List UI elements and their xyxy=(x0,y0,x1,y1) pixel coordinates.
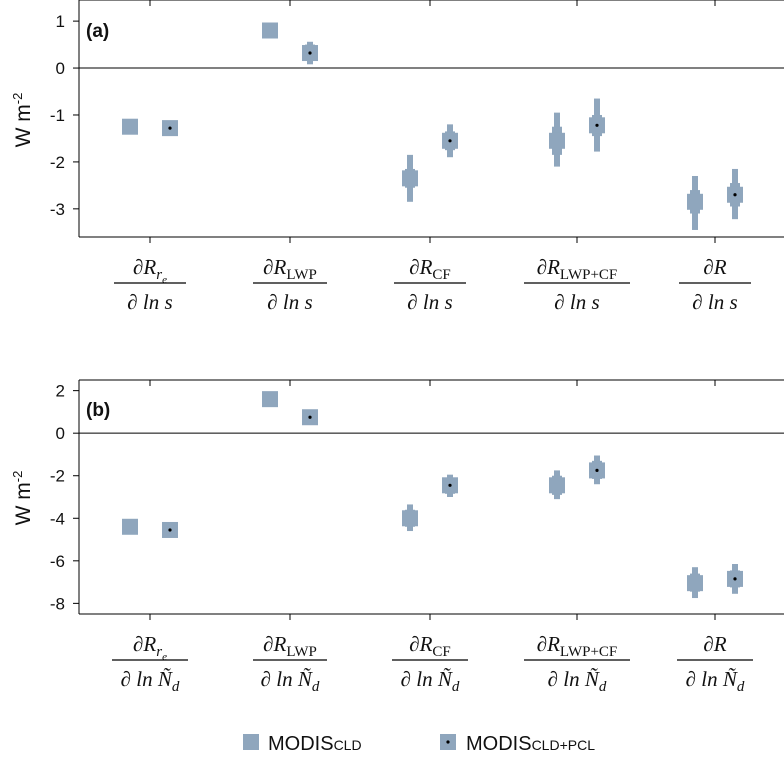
x-label-denominator: ∂ ln s xyxy=(554,290,599,314)
panel-b-label: (b) xyxy=(86,400,110,421)
x-label-numerator: ∂RLWP+CF xyxy=(537,255,618,283)
data-point-dot xyxy=(308,415,312,419)
data-point-modis-cld xyxy=(122,518,138,535)
panel-a-label: (a) xyxy=(86,21,109,42)
legend-marker-modis-cld xyxy=(243,734,259,750)
panel-b-axes: 2 0 -2 -4 -6 -8 xyxy=(50,379,784,620)
data-point-dot xyxy=(733,193,737,197)
data-point-modis-cld xyxy=(262,22,278,39)
data-point-modis-cld xyxy=(549,477,565,494)
y-tick-label: -1 xyxy=(50,106,65,125)
x-category-label: ∂RCF ∂ ln Ñd xyxy=(392,632,468,695)
x-label-numerator: ∂RCF xyxy=(409,255,451,283)
panel-a-marks xyxy=(122,22,743,230)
x-label-denominator: ∂ ln Ñd xyxy=(686,667,745,695)
data-point-modis-cld xyxy=(122,118,138,135)
legend-marker-dot xyxy=(446,740,450,744)
legend-label-modis-cld: MODISCLD xyxy=(268,733,362,755)
data-point-dot xyxy=(308,51,312,55)
panel-a-x-labels: ∂Rre∂ ln s∂RLWP∂ ln s∂RCF∂ ln s∂RLWP+CF∂… xyxy=(114,255,751,314)
y-tick-label: -3 xyxy=(50,200,65,219)
data-point-modis-cld xyxy=(262,391,278,408)
data-point-modis-cld xyxy=(402,510,418,527)
data-point-modis-cld xyxy=(687,193,703,210)
data-point-dot xyxy=(168,126,172,130)
x-category-label: ∂R ∂ ln s xyxy=(679,255,751,314)
legend-label-modis-cld-pcl: MODISCLD+PCL xyxy=(466,733,595,755)
panel-b-marks xyxy=(122,391,743,599)
x-category-label: ∂Rre ∂ ln s xyxy=(114,255,186,314)
y-tick-label: 0 xyxy=(56,424,65,443)
y-tick-label: -4 xyxy=(50,509,65,528)
x-category-label: ∂RCF ∂ ln s xyxy=(394,255,466,314)
y-tick-label: -2 xyxy=(50,153,65,172)
data-point-dot xyxy=(168,528,172,532)
y-tick-label: -6 xyxy=(50,552,65,571)
x-category-label: ∂RLWP ∂ ln Ñd xyxy=(253,632,327,695)
x-label-denominator: ∂ ln s xyxy=(267,290,312,314)
x-label-numerator: ∂R xyxy=(703,255,726,279)
data-point-dot xyxy=(733,577,737,581)
data-point-dot xyxy=(595,123,599,127)
x-label-denominator: ∂ ln s xyxy=(407,290,452,314)
data-point-modis-cld xyxy=(549,132,565,149)
x-label-denominator: ∂ ln Ñd xyxy=(261,667,320,695)
x-label-denominator: ∂ ln Ñd xyxy=(548,667,607,695)
x-label-denominator: ∂ ln s xyxy=(692,290,737,314)
panel-b-ylabel: W m-2 xyxy=(10,471,35,526)
panel-b: 2 0 -2 -4 -6 -8 ∂Rre ∂ ln Ñd ∂RLWP ∂ ln Ñd ∂RCF ∂ … xyxy=(10,379,784,695)
data-point-dot xyxy=(595,468,599,473)
y-tick-label: -8 xyxy=(50,594,65,613)
panel-a: 1 0 -1 -2 -3 ∂Rre ∂ ln s ∂RLWP ∂ ln s ∂RCF ∂ ln s… xyxy=(10,0,784,314)
data-point-modis-cld xyxy=(687,575,703,592)
panel-a-ylabel: W m-2 xyxy=(10,93,35,148)
x-label-numerator: ∂RLWP xyxy=(263,255,317,283)
panel-a-axes: 1 0 -1 -2 -3 xyxy=(50,0,784,243)
y-tick-label: 2 xyxy=(56,382,65,401)
x-category-label: ∂RLWP ∂ ln s xyxy=(253,255,327,314)
x-label-numerator: ∂RLWP+CF xyxy=(537,632,618,660)
x-label-denominator: ∂ ln s xyxy=(127,290,172,314)
y-tick-label: 0 xyxy=(56,59,65,78)
y-tick-label: 1 xyxy=(56,12,65,31)
x-label-numerator: ∂Rre xyxy=(133,632,167,663)
x-category-label: ∂R ∂ ln Ñd xyxy=(677,632,753,695)
x-label-numerator: ∂R xyxy=(703,632,726,656)
x-label-numerator: ∂Rre xyxy=(133,255,167,286)
data-point-modis-cld xyxy=(402,170,418,187)
x-label-numerator: ∂RLWP xyxy=(263,632,317,660)
data-point-dot xyxy=(448,139,452,143)
y-tick-label: -2 xyxy=(50,467,65,486)
legend: MODISCLD MODISCLD+PCL xyxy=(243,733,595,755)
x-category-label: ∂Rre ∂ ln Ñd xyxy=(112,632,188,695)
data-point-dot xyxy=(448,483,452,487)
x-label-numerator: ∂RCF xyxy=(409,632,451,660)
x-label-denominator: ∂ ln Ñd xyxy=(401,667,460,695)
x-label-denominator: ∂ ln Ñd xyxy=(121,667,180,695)
x-category-label: ∂RLWP+CF ∂ ln Ñd xyxy=(524,632,630,695)
x-category-label: ∂RLWP+CF ∂ ln s xyxy=(524,255,630,314)
panel-b-x-labels: ∂Rre∂ ln Ñd∂RLWP∂ ln Ñd∂RCF∂ ln Ñd∂RLWP+… xyxy=(112,632,753,695)
